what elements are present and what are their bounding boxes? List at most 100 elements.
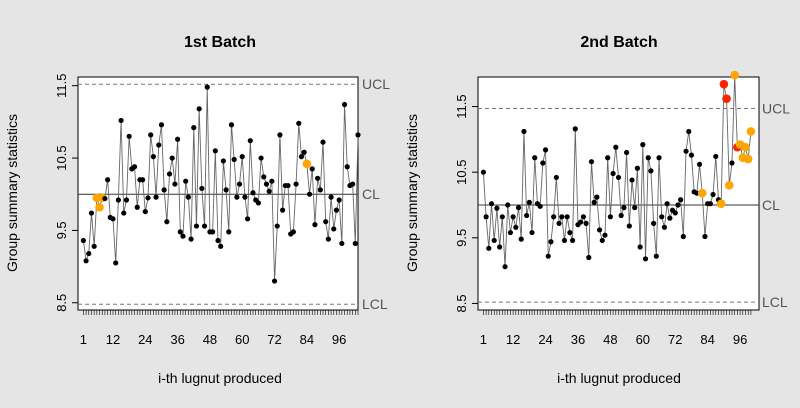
chart-1-point — [220, 158, 226, 164]
chart-2-point — [680, 233, 686, 240]
chart-2-cl-label: CL — [762, 197, 780, 213]
chart-1-point — [315, 175, 321, 181]
chart-2-point — [634, 165, 641, 171]
chart-1-point — [274, 223, 280, 229]
chart-1-x-ticks: 1 12 24 36 48 60 72 84 96 — [80, 332, 347, 347]
chart-1-point — [166, 171, 173, 177]
chart-1-point — [293, 181, 299, 187]
chart-2-point — [707, 201, 713, 207]
chart-2-x-tick-label: 84 — [700, 332, 714, 347]
chart-2-point — [505, 202, 511, 208]
chart-2-point — [537, 203, 543, 209]
chart-2-point — [596, 227, 603, 233]
chart-2-point — [615, 174, 622, 181]
chart-1-point — [172, 181, 178, 187]
chart-1-y-axis-label: Group summary statistics — [4, 114, 20, 272]
chart-1-point — [83, 258, 89, 264]
chart-2-point — [578, 219, 584, 225]
chart-1-x-tick-label: 24 — [138, 332, 152, 347]
chart-2-point — [526, 199, 532, 205]
chart-2-point — [518, 236, 524, 242]
chart-2-x-tick-label: 12 — [506, 332, 520, 347]
chart-1-point — [323, 219, 329, 225]
chart-2-warning-point — [746, 127, 756, 136]
chart-1-point — [80, 237, 86, 244]
chart-1-point — [301, 149, 307, 155]
chart-1-point — [199, 185, 205, 192]
chart-2-point — [540, 160, 546, 166]
chart-2-violation-point — [719, 79, 729, 89]
chart-1-point — [339, 240, 345, 247]
chart-1-point — [226, 229, 232, 235]
chart-1-point — [234, 194, 240, 200]
chart-1-point — [177, 229, 183, 235]
chart-1st-batch: 1st Batch 1 12 24 36 48 60 72 84 96 8.5 9.5 10.5 11… — [4, 34, 390, 386]
chart-1-point — [210, 229, 216, 235]
chart-1-point — [150, 154, 156, 160]
chart-2-point — [651, 220, 657, 226]
chart-1-point — [269, 178, 275, 184]
chart-1-point — [320, 139, 326, 145]
chart-2-point — [521, 128, 527, 135]
chart-1-x-tick-label: 72 — [267, 332, 281, 347]
chart-2-x-tick-label: 24 — [538, 332, 552, 347]
chart-2-point — [513, 224, 519, 230]
chart-1-point — [255, 200, 261, 206]
chart-2nd-batch: 2nd Batch 1 12 24 36 48 60 72 84 96 8.5 9.5 10.5 11… — [404, 34, 790, 386]
chart-1-point — [196, 106, 202, 112]
chart-1-x-tick-label: 48 — [203, 332, 217, 347]
chart-2-point — [624, 149, 630, 156]
chart-2-point — [548, 239, 554, 245]
chart-1-point — [266, 188, 272, 194]
chart-2-point — [659, 214, 665, 220]
chart-1-point — [277, 132, 283, 138]
chart-1-point — [123, 197, 130, 203]
chart-2-point — [694, 190, 700, 196]
chart-2-point — [664, 201, 670, 207]
chart-1-point — [156, 142, 162, 148]
chart-2-series — [480, 70, 756, 270]
chart-1-point — [118, 117, 124, 124]
chart-1-point — [105, 177, 111, 183]
chart-2-point — [645, 155, 651, 161]
chart-1-point — [142, 208, 148, 215]
chart-2-point — [559, 214, 565, 220]
chart-1-point — [290, 229, 296, 235]
chart-2-x-tick-label: 96 — [733, 332, 747, 347]
chart-1-point — [193, 223, 200, 229]
chart-1-point — [317, 187, 323, 193]
chart-1-point — [261, 174, 267, 180]
chart-2-minor-ticks — [483, 310, 752, 315]
chart-2-point — [499, 214, 505, 220]
chart-1-point — [242, 194, 248, 200]
chart-2-point — [580, 214, 586, 220]
chart-2-warning-point — [741, 142, 750, 152]
chart-2-x-tick-label: 72 — [668, 332, 682, 347]
chart-2-point — [551, 214, 557, 220]
chart-2-y-ticks: 8.5 9.5 10.5 11.5 — [454, 94, 478, 312]
chart-1-warning-point — [302, 159, 312, 169]
chart-2-point — [561, 237, 568, 244]
chart-1-point — [325, 236, 331, 242]
chart-1-point — [239, 154, 245, 160]
chart-1-point — [188, 236, 194, 242]
chart-2-point — [648, 168, 654, 174]
chart-1-plot-area — [77, 76, 359, 311]
chart-1-x-axis-label: i-th lugnut produced — [158, 370, 282, 386]
chart-1-point — [158, 122, 165, 128]
chart-2-point — [524, 212, 530, 219]
chart-2-point — [502, 264, 508, 270]
chart-2-x-ticks: 1 12 24 36 48 60 72 84 96 — [480, 332, 748, 347]
chart-1-point — [115, 197, 121, 203]
chart-2-point — [599, 237, 605, 244]
chart-2-point — [613, 144, 619, 150]
chart-2-y-tick-label: 11.5 — [454, 94, 469, 118]
chart-1-point — [223, 187, 229, 193]
chart-1-point — [110, 216, 116, 222]
chart-1-point — [355, 132, 361, 138]
chart-1-point — [309, 166, 315, 172]
chart-2-point — [640, 142, 646, 148]
chart-2-plot-area — [477, 76, 760, 311]
chart-1-point — [175, 136, 181, 142]
chart-2-point — [621, 205, 627, 211]
